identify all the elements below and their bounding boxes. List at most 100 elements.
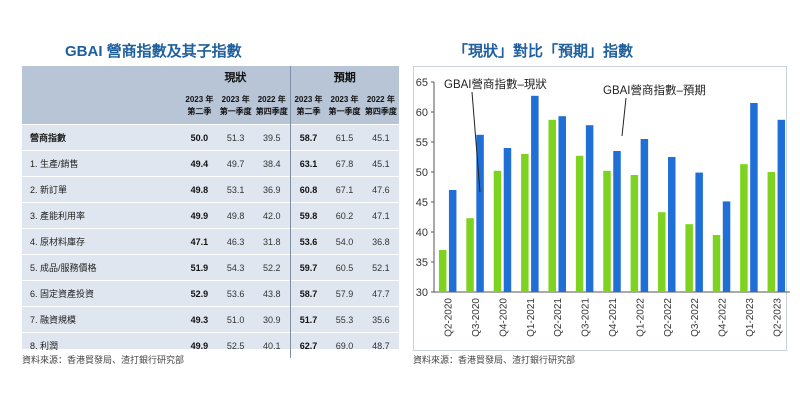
row-value: 49.7 xyxy=(217,150,254,177)
header-blank-year xyxy=(22,88,182,125)
bar-current xyxy=(521,154,529,292)
table-row: 4. 原材料庫存 47.1 46.3 31.8 53.6 54.0 36.8 xyxy=(22,228,399,255)
row-label: 6. 固定資產投資 xyxy=(22,280,182,307)
row-value: 31.8 xyxy=(253,228,291,255)
bar-forecast xyxy=(613,151,621,292)
x-tick-label: Q2-2021 xyxy=(553,298,564,337)
table-row: 3. 產能利用率 49.9 49.8 42.0 59.8 60.2 47.1 xyxy=(22,202,399,229)
bar-forecast xyxy=(531,95,539,292)
bar-current xyxy=(438,250,447,292)
row-value: 54.0 xyxy=(326,228,363,255)
chart-title: 「現狀」對比「預期」指數 xyxy=(453,43,634,60)
row-value: 49.9 xyxy=(181,202,218,229)
row-value: 54.3 xyxy=(217,254,254,281)
bar-current xyxy=(712,235,721,292)
index-table: 現狀 預期 2023 年第二季 2023 年第一季度 2022 年第四季度 2023 … xyxy=(22,66,399,358)
bar-current xyxy=(575,155,584,292)
row-value: 49.9 xyxy=(181,332,218,358)
bar-forecast xyxy=(558,116,566,292)
bar-current xyxy=(685,224,693,292)
bar-current xyxy=(767,172,776,292)
legend-current: GBAI營商指數–現狀 xyxy=(444,77,547,91)
legend-current-leader xyxy=(471,91,481,193)
row-value: 61.5 xyxy=(326,124,363,151)
year-header-year: 2023 年 xyxy=(221,95,250,104)
bar-current xyxy=(603,170,611,292)
bar-forecast xyxy=(750,103,758,292)
row-value: 63.1 xyxy=(289,150,327,177)
row-value: 47.1 xyxy=(362,202,399,229)
row-value: 38.4 xyxy=(253,150,291,177)
row-value: 59.8 xyxy=(289,202,327,229)
row-value: 60.2 xyxy=(326,202,363,229)
row-value: 57.9 xyxy=(326,280,363,307)
table-title: GBAI 營商指數及其子指數 xyxy=(65,43,242,60)
x-tick-label: Q2-2020 xyxy=(444,298,455,337)
table-row: 營商指數 50.0 51.3 39.5 58.7 61.5 45.1 xyxy=(22,124,399,151)
bar-forecast xyxy=(640,139,649,292)
header-current: 現狀 xyxy=(181,66,291,88)
row-value: 45.1 xyxy=(362,150,399,177)
y-tick-label: 55 xyxy=(416,137,428,149)
year-header: 2022 年第四季度 xyxy=(253,88,291,125)
row-value: 48.7 xyxy=(362,332,399,358)
row-value: 51.7 xyxy=(289,306,327,333)
y-tick-label: 60 xyxy=(416,107,428,119)
table-row: 8. 利潤 49.9 52.5 40.1 62.7 69.0 48.7 xyxy=(22,332,399,358)
row-value: 53.6 xyxy=(217,280,254,307)
bar-current xyxy=(740,164,748,292)
row-value: 36.9 xyxy=(253,176,291,203)
row-value: 51.9 xyxy=(181,254,218,281)
year-header-year: 2023 年 xyxy=(185,95,214,104)
row-label: 8. 利潤 xyxy=(22,332,182,358)
row-label: 1. 生產/銷售 xyxy=(22,150,182,177)
bar-forecast xyxy=(448,190,457,292)
row-value: 59.7 xyxy=(289,254,327,281)
row-value: 53.6 xyxy=(289,228,327,255)
row-value: 49.8 xyxy=(181,176,218,203)
bar-current xyxy=(630,175,639,292)
x-tick-label: Q4-2022 xyxy=(718,298,729,337)
row-value: 52.9 xyxy=(181,280,218,307)
bar-chart: 30 35 40 45 50 55 60 65 Q2-2020 Q3-2020 Q4-2020 Q1-… xyxy=(416,77,790,337)
row-value: 51.3 xyxy=(217,124,254,151)
year-header: 2023 年第一季度 xyxy=(217,88,254,125)
header-forecast: 預期 xyxy=(289,66,399,88)
year-header-quarter: 第一季度 xyxy=(328,107,361,116)
row-value: 67.8 xyxy=(326,150,363,177)
legend-forecast-leader xyxy=(621,97,627,137)
x-tick-label: Q1-2023 xyxy=(745,298,756,337)
row-value: 42.0 xyxy=(253,202,291,229)
x-tick-label: Q3-2020 xyxy=(471,298,482,337)
row-value: 69.0 xyxy=(326,332,363,358)
year-header-quarter: 第四季度 xyxy=(364,107,397,116)
row-value: 40.1 xyxy=(253,332,291,358)
row-value: 47.7 xyxy=(362,280,399,307)
table-row: 6. 固定資產投資 52.9 53.6 43.8 58.7 57.9 47.7 xyxy=(22,280,399,307)
row-label: 5. 成品/服務價格 xyxy=(22,254,182,281)
row-value: 49.4 xyxy=(181,150,218,177)
table-row: 5. 成品/服務價格 51.9 54.3 52.2 59.7 60.5 52.1 xyxy=(22,254,399,281)
year-header: 2023 年第二季 xyxy=(181,88,218,125)
row-value: 60.8 xyxy=(289,176,327,203)
year-header-year: 2022 年 xyxy=(366,95,395,104)
row-value: 53.1 xyxy=(217,176,254,203)
x-tick-label: Q1-2021 xyxy=(526,298,537,337)
x-tick-label: Q3-2021 xyxy=(581,298,592,337)
x-tick-label: Q4-2021 xyxy=(608,298,619,337)
bar-forecast xyxy=(476,134,484,292)
bar-forecast xyxy=(777,119,786,292)
bar-forecast xyxy=(695,172,703,292)
row-label: 2. 新訂單 xyxy=(22,176,182,203)
y-tick-label: 30 xyxy=(416,287,428,299)
row-value: 60.5 xyxy=(326,254,363,281)
row-value: 47.6 xyxy=(362,176,399,203)
chart-source: 資料來源：香港貿發局、渣打銀行研究部 xyxy=(413,355,576,365)
row-value: 52.5 xyxy=(217,332,254,358)
year-header-quarter: 第二季 xyxy=(296,107,321,116)
bar-forecast xyxy=(503,148,512,292)
row-value: 55.3 xyxy=(326,306,363,333)
x-tick-label: Q3-2022 xyxy=(690,298,701,337)
row-label: 7. 融資規模 xyxy=(22,306,182,333)
row-value: 30.9 xyxy=(253,306,291,333)
